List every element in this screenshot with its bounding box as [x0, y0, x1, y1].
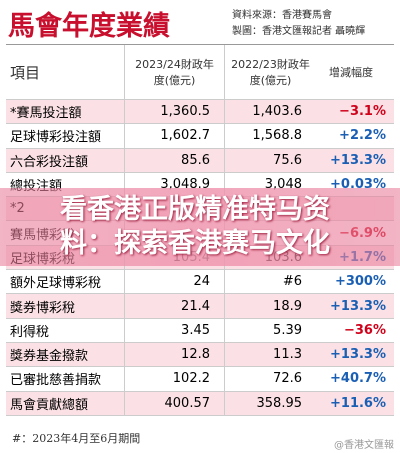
- cell: 5.39: [224, 318, 316, 342]
- cell: 358.95: [224, 391, 316, 415]
- cell: 102.2: [124, 367, 224, 391]
- cell: +13.3%: [330, 347, 386, 363]
- table-row: *賽馬投注額 1,360.5 1,403.6 −3.1%: [6, 100, 394, 125]
- cell: 75.6: [224, 148, 316, 172]
- cell: 額外足球博彩稅: [10, 276, 102, 292]
- footnote: #：2023年4月至6月期間: [12, 432, 141, 445]
- cell: 1,360.5: [124, 100, 224, 124]
- cell: #6: [224, 270, 316, 294]
- cell: 六合彩投注額: [10, 154, 89, 170]
- cell: +2.2%: [339, 128, 386, 144]
- cell: +300%: [334, 274, 386, 290]
- cell: 85.6: [124, 148, 224, 172]
- cell: −36%: [343, 322, 386, 338]
- watermark: @香港文匯報: [334, 440, 394, 451]
- cell: 21.4: [124, 294, 224, 318]
- cell: 12.8: [124, 342, 224, 367]
- column-header: 項目: [10, 63, 41, 82]
- credit: 製圖：香港文匯報記者 聶曉輝: [232, 26, 366, 37]
- table-row: 獎券博彩稅 21.4 18.9 +13.3%: [6, 294, 394, 319]
- cell: 獎券基金撥款: [10, 349, 89, 365]
- cell: 72.6: [224, 367, 316, 391]
- table-row: 獎券基金撥款 12.8 11.3 +13.3%: [6, 342, 394, 368]
- cell: *賽馬投注額: [10, 106, 82, 122]
- cell: 獎券博彩稅: [10, 300, 76, 316]
- column-header: 增減幅度: [329, 66, 373, 79]
- cell: −3.1%: [339, 104, 386, 120]
- cell: 400.57: [124, 391, 224, 415]
- cell: 1,602.7: [124, 124, 224, 148]
- table-row: 馬會貢獻總額 400.57 358.95 +11.6%: [6, 391, 394, 416]
- cell: +40.7%: [330, 371, 386, 387]
- table-row: 已審批慈善捐款 102.2 72.6 +40.7%: [6, 367, 394, 392]
- table-row: 額外足球博彩稅 24 #6 +300%: [6, 270, 394, 295]
- cell: 足球博彩投注額: [10, 130, 102, 146]
- cell: 24: [124, 270, 224, 294]
- cell: +11.6%: [330, 395, 386, 411]
- cell: 11.3: [224, 342, 316, 367]
- column-header: 2023/24財政年度(億元): [124, 45, 224, 99]
- cell: +13.3%: [330, 298, 386, 314]
- table-row: 足球博彩投注額 1,602.7 1,568.8 +2.2%: [6, 124, 394, 149]
- column-header: 2022/23財政年度(億元): [224, 45, 316, 99]
- source: 資料來源：香港賽馬會: [232, 10, 332, 21]
- table-row: 利得稅 3.45 5.39 −36%: [6, 318, 394, 343]
- cell: 馬會貢獻總額: [10, 397, 89, 413]
- banner: 看香港正版精准特马资料：探索香港赛马文化: [0, 188, 400, 266]
- cell: 利得稅: [10, 324, 50, 340]
- cell: 3.45: [124, 318, 224, 342]
- cell: 1,403.6: [224, 100, 316, 124]
- cell: 1,568.8: [224, 124, 316, 148]
- header-row: 項目 2023/24財政年度(億元) 2022/23財政年度(億元) 增減幅度: [6, 45, 394, 100]
- table-row: 六合彩投注額 85.6 75.6 +13.3%: [6, 148, 394, 173]
- title: 馬會年度業績: [8, 11, 170, 42]
- cell: +13.3%: [330, 152, 386, 168]
- cell: 18.9: [224, 294, 316, 318]
- cell: 已審批慈善捐款: [10, 373, 102, 389]
- banner-text: 看香港正版精准特马资料：探索香港赛马文化: [60, 194, 330, 259]
